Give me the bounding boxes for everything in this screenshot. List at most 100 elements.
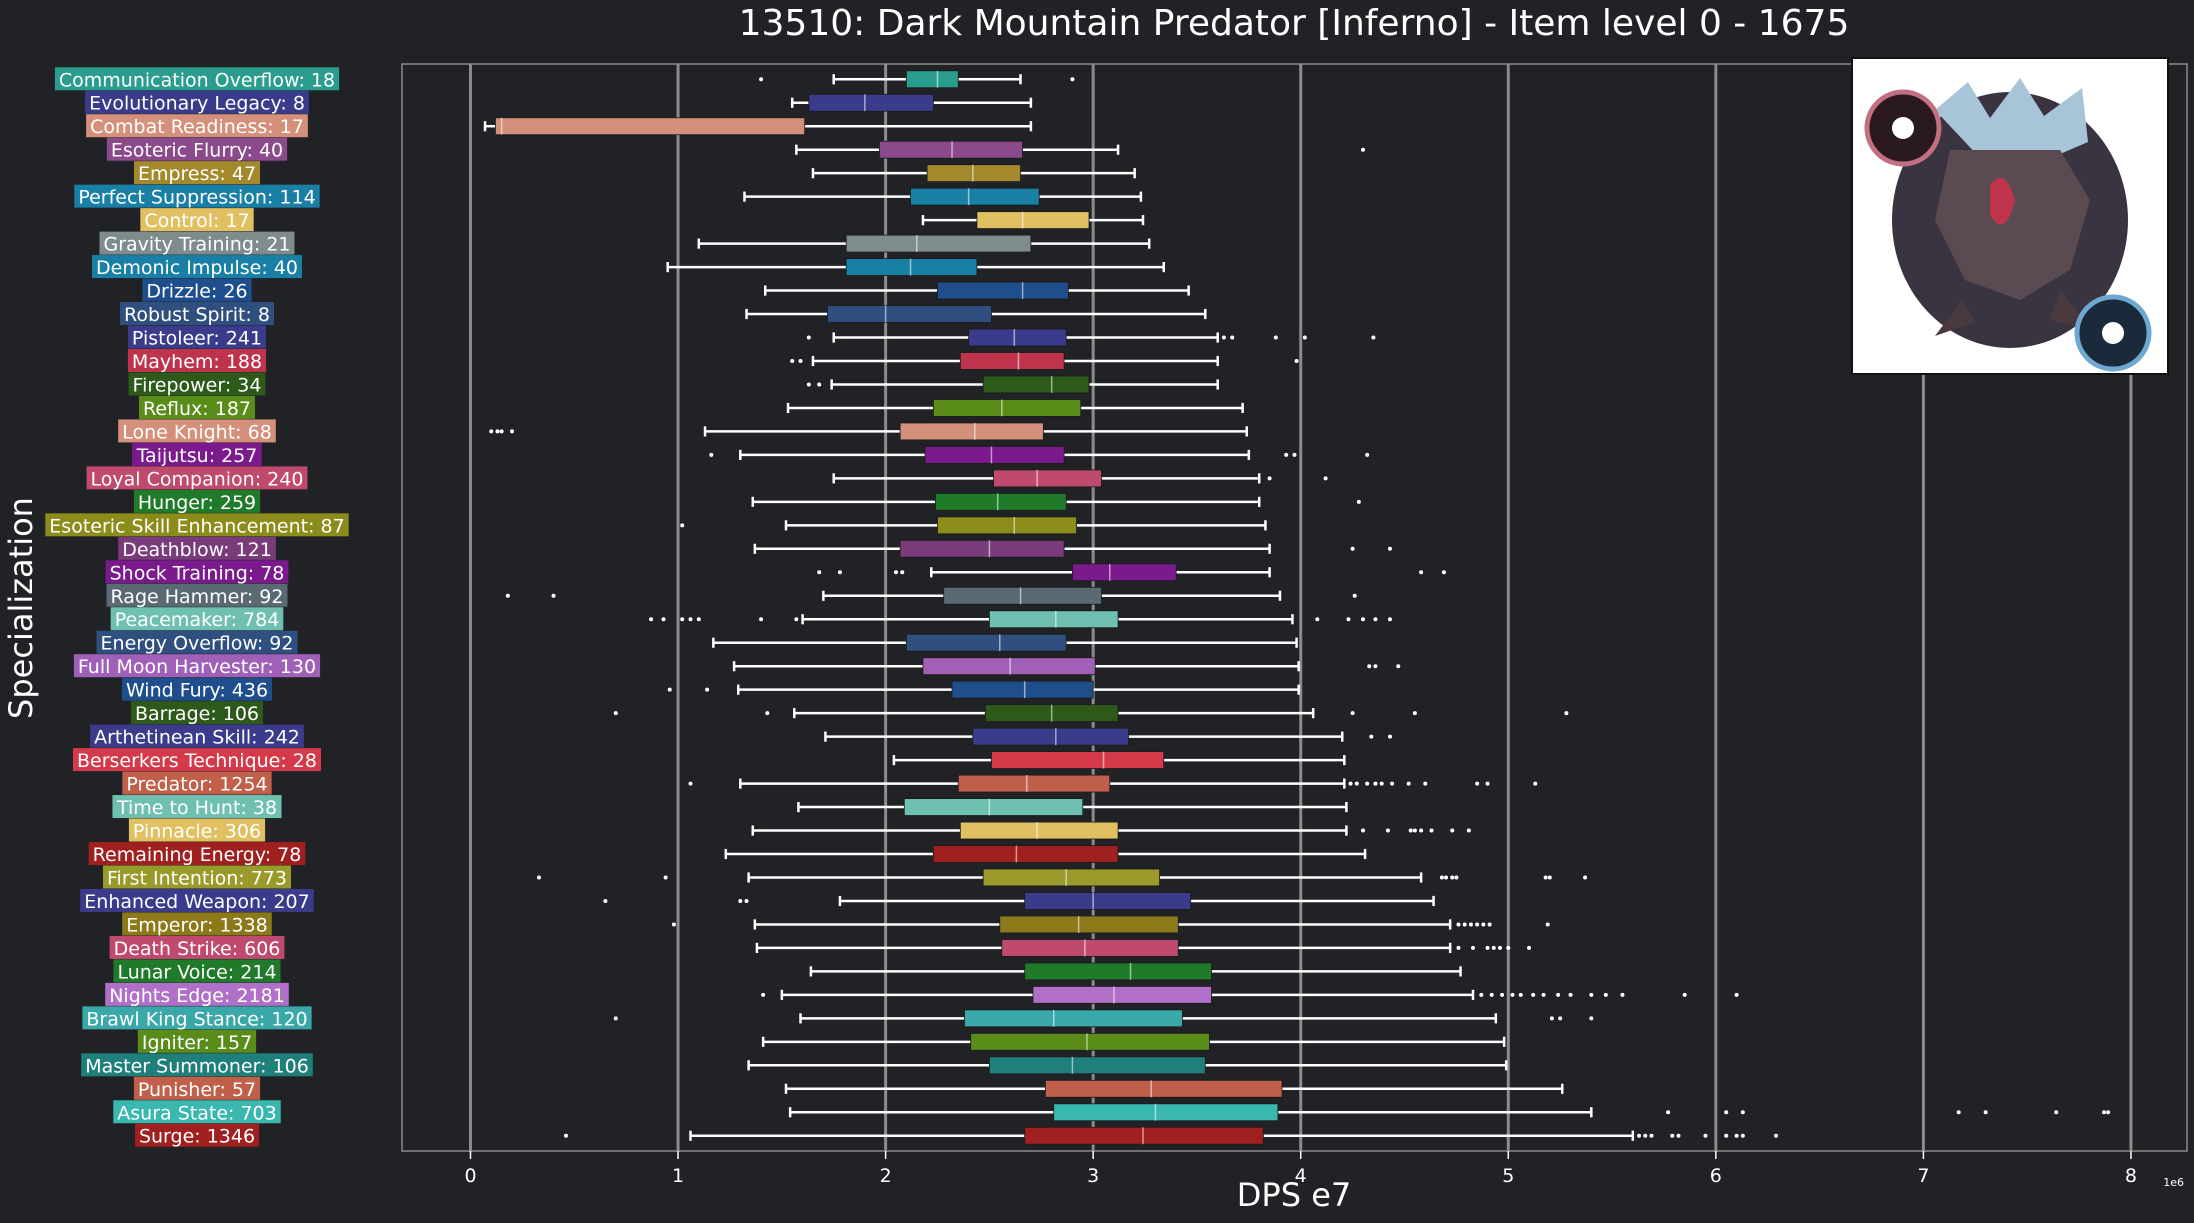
- outlier-point: [1302, 335, 1307, 340]
- box-group: [786, 399, 1244, 417]
- box-iqr: [970, 1032, 1210, 1051]
- y-label: Drizzle: 26: [142, 278, 252, 303]
- y-label: Brawl King Stance: 120: [82, 1006, 312, 1030]
- outlier-point: [806, 335, 811, 340]
- y-label-background: [132, 442, 262, 466]
- y-label-background: [133, 161, 261, 185]
- y-tick-label: Reflux: 187: [143, 398, 251, 420]
- box-iqr: [1024, 892, 1192, 910]
- outlier-point: [1348, 781, 1353, 786]
- outlier-point: [1350, 711, 1355, 716]
- y-tick-label: Perfect Suppression: 114: [78, 187, 315, 209]
- box-group: [832, 469, 1328, 488]
- y-tick-label: Arthetinean Skill: 242: [94, 727, 300, 749]
- x-tick-label: 8: [2125, 1165, 2137, 1187]
- y-label: Pistoleer: 241: [127, 325, 267, 350]
- outlier-point: [1267, 476, 1272, 481]
- box-group: [797, 798, 1348, 816]
- y-tick-label: Taijutsu: 257: [136, 445, 258, 467]
- outlier-point: [1564, 711, 1569, 716]
- y-label: Igniter: 157: [137, 1029, 257, 1054]
- box-group: [811, 164, 1136, 183]
- box-group: [688, 774, 1538, 793]
- box-group: [751, 821, 1471, 840]
- outlier-point: [1740, 1133, 1745, 1138]
- y-tick-label: Esoteric Flurry: 40: [111, 140, 283, 162]
- outlier-point: [680, 523, 685, 528]
- outlier-point: [1734, 992, 1739, 997]
- outlier-point: [1396, 664, 1401, 669]
- outlier-point: [1475, 922, 1480, 927]
- y-label: Rage Hammer: 92: [106, 583, 288, 608]
- outlier-point: [1441, 570, 1446, 575]
- outlier-point: [680, 617, 685, 622]
- outlier-point: [709, 452, 714, 457]
- y-tick-label: Punisher: 57: [138, 1079, 256, 1101]
- y-tick-label: Barrage: 106: [135, 703, 259, 725]
- outlier-point: [1466, 828, 1471, 833]
- box-group: [761, 986, 1739, 1004]
- outlier-point: [738, 898, 743, 903]
- y-tick-label: Evolutionary Legacy: 8: [89, 93, 305, 115]
- box-iqr: [999, 915, 1179, 934]
- y-label-background: [99, 231, 295, 255]
- outlier-point: [1558, 1016, 1563, 1021]
- box-group: [613, 1009, 1594, 1028]
- outlier-point: [1373, 617, 1378, 622]
- outlier-point: [1365, 781, 1370, 786]
- outlier-point: [1637, 1133, 1642, 1138]
- y-label: Evolutionary Legacy: 8: [85, 90, 309, 115]
- outlier-point: [1643, 1133, 1648, 1138]
- outlier-point: [1541, 992, 1546, 997]
- y-label: Gravity Training: 21: [99, 231, 295, 256]
- outlier-point: [671, 922, 676, 927]
- y-label: Shock Training: 78: [105, 560, 289, 584]
- y-label-background: [86, 466, 308, 490]
- box-iqr: [926, 164, 1021, 183]
- y-label: Reflux: 187: [139, 395, 255, 420]
- y-label: Arthetinean Skill: 242: [90, 724, 304, 749]
- y-label: Esoteric Skill Enhancement: 87: [45, 513, 349, 537]
- box-iqr: [932, 845, 1119, 863]
- outlier-point: [1983, 1110, 1988, 1115]
- outlier-point: [613, 1016, 618, 1021]
- y-tick-label: Drizzle: 26: [146, 281, 247, 303]
- y-label-background: [85, 90, 309, 114]
- outlier-point: [1676, 1133, 1681, 1138]
- outlier-point: [837, 570, 842, 575]
- outlier-point: [1385, 828, 1390, 833]
- y-label-background: [96, 630, 298, 654]
- outlier-point: [1371, 335, 1376, 340]
- box-group: [753, 539, 1392, 558]
- outlier-point: [1533, 781, 1538, 786]
- y-tick-label: Wind Fury: 436: [126, 680, 268, 702]
- y-label-background: [118, 419, 276, 443]
- outlier-point: [1419, 570, 1424, 575]
- box-iqr: [808, 93, 934, 112]
- y-label-background: [133, 489, 261, 513]
- outlier-point: [1429, 828, 1434, 833]
- outlier-point: [2054, 1110, 2059, 1115]
- y-label-background: [128, 818, 266, 842]
- box-group: [751, 493, 1361, 511]
- outlier-point: [1315, 617, 1320, 622]
- outlier-point: [1373, 664, 1378, 669]
- outlier-point: [1724, 1110, 1729, 1115]
- outlier-point: [2106, 1110, 2111, 1115]
- y-tick-label: Mayhem: 188: [132, 351, 262, 373]
- outlier-point: [1360, 828, 1365, 833]
- box-group: [790, 352, 1299, 370]
- box-iqr: [924, 446, 1065, 464]
- outlier-point: [1390, 781, 1395, 786]
- y-tick-label: Control: 17: [144, 210, 249, 232]
- outlier-point: [1487, 922, 1492, 927]
- outlier-point: [1479, 992, 1484, 997]
- y-label-background: [121, 677, 273, 701]
- y-label: Death Strike: 606: [109, 935, 285, 960]
- outlier-point: [688, 617, 693, 622]
- outlier-point: [1568, 992, 1573, 997]
- box-group: [892, 751, 1346, 769]
- box-iqr: [1053, 1103, 1279, 1122]
- box-iqr: [899, 539, 1065, 558]
